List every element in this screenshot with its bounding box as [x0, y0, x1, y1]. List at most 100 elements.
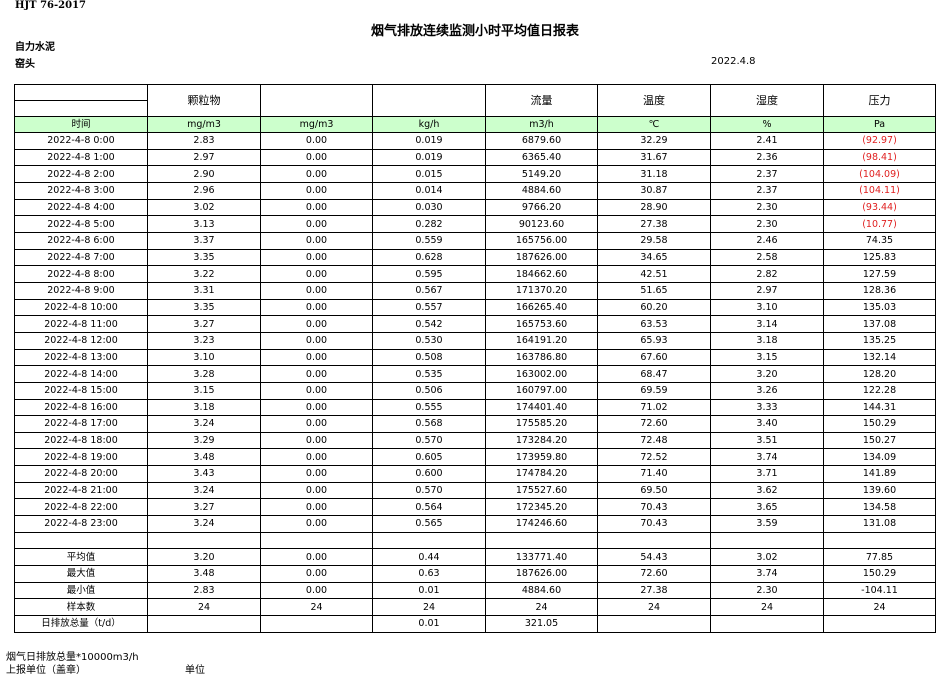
time-cell: 2022-4-8 11:00: [14, 315, 148, 333]
value-cell: 2.97: [710, 281, 824, 300]
value-cell: 2.41: [710, 132, 824, 150]
value-cell: 69.50: [597, 481, 711, 500]
value-cell: 0.567: [372, 281, 486, 300]
time-cell: 2022-4-8 23:00: [14, 515, 148, 533]
value-cell: 65.93: [597, 331, 711, 350]
stats-label: 日排放总量（t/d）: [14, 615, 148, 633]
value-cell: 172345.20: [485, 498, 598, 517]
value-cell: 3.48: [147, 448, 261, 467]
value-cell: 3.14: [710, 315, 824, 333]
value-cell: 90123.60: [485, 215, 598, 233]
column-header: [260, 84, 373, 117]
value-cell: 4884.60: [485, 181, 598, 200]
table-row: 2022-4-8 22:00 3.27 0.00 0.564 172345.20 70.4…: [14, 498, 936, 517]
value-cell: 0.00: [260, 381, 373, 400]
header-corner-top: [14, 84, 148, 101]
value-cell: 3.27: [147, 498, 261, 517]
value-cell: 0.557: [372, 298, 486, 317]
column-header: 湿度: [710, 84, 824, 117]
value-cell: 70.43: [597, 498, 711, 517]
stats-row: 样本数 24 24 24 24 24 24 24: [14, 598, 936, 617]
value-cell: 166265.40: [485, 298, 598, 317]
value-cell: 3.15: [710, 348, 824, 367]
value-cell: (104.09): [823, 165, 936, 183]
value-cell: 165753.60: [485, 315, 598, 333]
time-cell: 2022-4-8 12:00: [14, 331, 148, 350]
value-cell: 144.31: [823, 398, 936, 417]
unit-cell: m3/h: [485, 116, 598, 133]
value-cell: 74.35: [823, 231, 936, 250]
time-cell: 2022-4-8 13:00: [14, 348, 148, 367]
report-title: 烟气排放连续监测小时平均值日报表: [370, 24, 579, 39]
value-cell: 2.96: [147, 181, 261, 200]
empty-cell: [485, 531, 598, 550]
value-cell: 3.33: [710, 398, 824, 417]
value-cell: 128.20: [823, 365, 936, 383]
value-cell: 3.10: [147, 348, 261, 367]
value-cell: 2.30: [710, 215, 824, 233]
table-row: 2022-4-8 6:00 3.37 0.00 0.559 165756.00 29.58…: [14, 231, 936, 250]
value-cell: 3.29: [147, 431, 261, 450]
value-cell: 0.508: [372, 348, 486, 367]
value-cell: 187626.00: [485, 248, 598, 267]
table-row: 2022-4-8 5:00 3.13 0.00 0.282 90123.60 27.38 2…: [14, 215, 936, 233]
table-row: 2022-4-8 12:00 3.23 0.00 0.530 164191.20 65.9…: [14, 331, 936, 350]
value-cell: 70.43: [597, 515, 711, 533]
stats-row: 最小值 2.83 0.00 0.01 4884.60 27.38 2.30 -104.11: [14, 581, 936, 600]
value-cell: 3.40: [710, 415, 824, 433]
time-cell: 2022-4-8 7:00: [14, 248, 148, 267]
value-cell: 3.74: [710, 448, 824, 467]
value-cell: 3.59: [710, 515, 824, 533]
value-cell: 0.559: [372, 231, 486, 250]
time-cell: 2022-4-8 2:00: [14, 165, 148, 183]
value-cell: 0.506: [372, 381, 486, 400]
value-cell: 71.40: [597, 465, 711, 483]
stats-value: 0.00: [260, 565, 373, 583]
column-header: 压力: [823, 84, 936, 117]
stats-value: 3.48: [147, 565, 261, 583]
time-cell: 2022-4-8 14:00: [14, 365, 148, 383]
stats-value: 24: [260, 598, 373, 617]
stats-value: 187626.00: [485, 565, 598, 583]
value-cell: 0.570: [372, 431, 486, 450]
empty-cell: [710, 531, 824, 550]
value-cell: 171370.20: [485, 281, 598, 300]
stats-value: 0.01: [372, 615, 486, 633]
value-cell: 2.37: [710, 165, 824, 183]
value-cell: 163786.80: [485, 348, 598, 367]
stats-label: 最大值: [14, 565, 148, 583]
value-cell: 0.014: [372, 181, 486, 200]
time-cell: 2022-4-8 22:00: [14, 498, 148, 517]
stats-value: 24: [485, 598, 598, 617]
value-cell: (104.11): [823, 181, 936, 200]
table-row: 2022-4-8 19:00 3.48 0.00 0.605 173959.80 72.5…: [14, 448, 936, 467]
value-cell: 0.00: [260, 165, 373, 183]
unit-cell: mg/m3: [260, 116, 373, 133]
value-cell: 125.83: [823, 248, 936, 267]
stats-value: 77.85: [823, 548, 936, 567]
value-cell: 0.00: [260, 431, 373, 450]
stats-value: -104.11: [823, 581, 936, 600]
value-cell: 3.20: [710, 365, 824, 383]
value-cell: 160797.00: [485, 381, 598, 400]
time-cell: 2022-4-8 19:00: [14, 448, 148, 467]
stats-value: 24: [147, 598, 261, 617]
value-cell: 0.600: [372, 465, 486, 483]
value-cell: 0.595: [372, 265, 486, 283]
unit-row: 时间 mg/m3 mg/m3 kg/h m3/h ℃% Pa: [14, 116, 936, 133]
value-cell: 68.47: [597, 365, 711, 383]
stats-value: 2.83: [147, 581, 261, 600]
table-row: 2022-4-8 15:00 3.15 0.00 0.506 160797.00 69.5…: [14, 381, 936, 400]
empty-cell: [597, 531, 711, 550]
stats-value: 24: [823, 598, 936, 617]
value-cell: 0.00: [260, 498, 373, 517]
table-row: 2022-4-8 17:00 3.24 0.00 0.568 175585.20 72.6…: [14, 415, 936, 433]
value-cell: 0.00: [260, 215, 373, 233]
stats-value: 3.74: [710, 565, 824, 583]
value-cell: 135.25: [823, 331, 936, 350]
table-row: 2022-4-8 14:00 3.28 0.00 0.535 163002.00 68.4…: [14, 365, 936, 383]
value-cell: 3.15: [147, 381, 261, 400]
value-cell: 0.019: [372, 132, 486, 150]
stats-value: [823, 615, 936, 633]
value-cell: 6879.60: [485, 132, 598, 150]
